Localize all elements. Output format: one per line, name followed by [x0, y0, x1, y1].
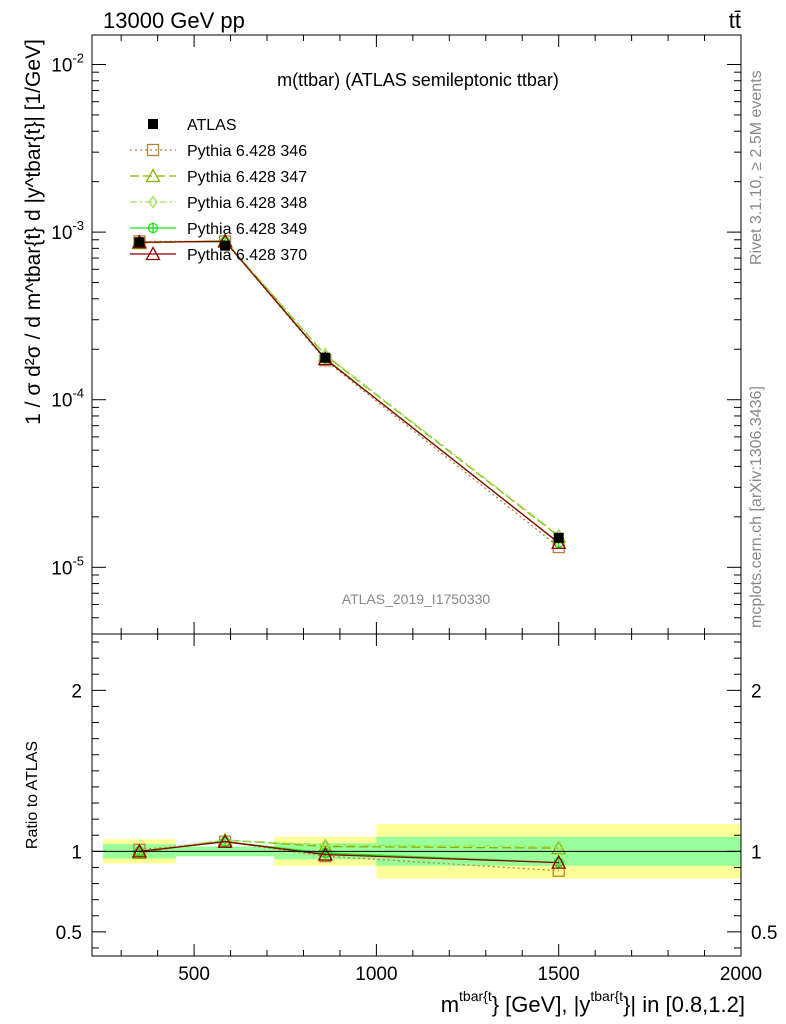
legend-label-4: Pythia 6.428 349	[187, 221, 307, 238]
y-tick-label: 10-3	[51, 218, 84, 244]
ratio-tick-label-right: 1	[751, 842, 762, 863]
x-tick-label: 1000	[355, 964, 397, 985]
legend-label-5: Pythia 6.428 370	[187, 247, 307, 264]
legend-marker-5	[145, 246, 161, 261]
rivet-version-label: Rivet 3.1.10, ≥ 2.5M events	[748, 70, 765, 265]
ratio-point-5	[317, 846, 333, 861]
ratio-line-1	[139, 841, 559, 872]
collision-label: 13000 GeV pp	[103, 8, 245, 33]
legend-label-data: ATLAS	[187, 117, 237, 134]
series-line-3	[139, 239, 560, 536]
x-tick-label: 1500	[538, 964, 580, 985]
x-tick-label: 2000	[720, 964, 762, 985]
legend-marker-4	[147, 222, 159, 234]
legend-label-2: Pythia 6.428 347	[187, 169, 307, 186]
ratio-point-3	[554, 839, 564, 854]
axes: 500 1000 1500 2000 10-2 10-3 10-4 10-5 0.5 0.5 1 1 2…	[51, 34, 777, 985]
ratio-line-3	[139, 839, 559, 852]
legend-marker-3	[148, 195, 158, 209]
ratio-tick-label: 1	[71, 842, 82, 863]
ratio-line-5	[139, 841, 559, 864]
legend: ATLAS Pythia 6.428 346 Pythia 6.428 347 Pyt…	[130, 117, 307, 264]
atlas-data-points	[134, 237, 564, 543]
ratio-tick-label-right: 0.5	[751, 923, 777, 944]
ratio-plot-frame	[91, 633, 742, 957]
data-point	[553, 532, 564, 543]
watermark: ATLAS_2019_I1750330	[342, 591, 491, 607]
legend-label-1: Pythia 6.428 346	[187, 143, 307, 160]
legend-marker-1	[146, 143, 160, 157]
series-line-5	[139, 240, 560, 544]
ratio-tick-label: 0.5	[56, 923, 82, 944]
ratio-tick-label-right: 2	[751, 681, 762, 702]
y-tick-label: 10-5	[51, 553, 84, 579]
x-axis-label: mtbar{t} [GeV], |ytbar{t}| in [0.8,1.2]	[441, 988, 745, 1017]
process-label: tt̄	[729, 8, 741, 33]
series-line-1	[139, 240, 560, 548]
y-tick-label: 10-2	[51, 51, 84, 77]
x-tick-label: 500	[178, 964, 210, 985]
chart-title: m(ttbar) (ATLAS semileptonic ttbar)	[277, 70, 559, 90]
data-point	[134, 237, 145, 248]
mcplots-label: mcplots.cern.ch [arXiv:1306.3436]	[748, 386, 765, 628]
y-tick-label: 10-4	[51, 386, 84, 412]
ratio-y-axis-label: Ratio to ATLAS	[24, 741, 41, 849]
series-line-2	[139, 239, 560, 537]
data-point	[320, 352, 331, 363]
series-line-4	[139, 240, 560, 544]
y-axis-label: 1 / σ d²σ / d m^tbar{t} d |y^tbar{t}| [1…	[22, 39, 45, 425]
ratio-point-5	[217, 833, 233, 848]
legend-marker-data	[148, 119, 158, 129]
ratio-tick-label: 2	[71, 681, 82, 702]
data-point	[220, 240, 231, 251]
mc-series	[131, 232, 567, 877]
legend-marker-2	[145, 168, 161, 183]
legend-label-3: Pythia 6.428 348	[187, 195, 307, 212]
ratio-point-5	[551, 854, 567, 869]
